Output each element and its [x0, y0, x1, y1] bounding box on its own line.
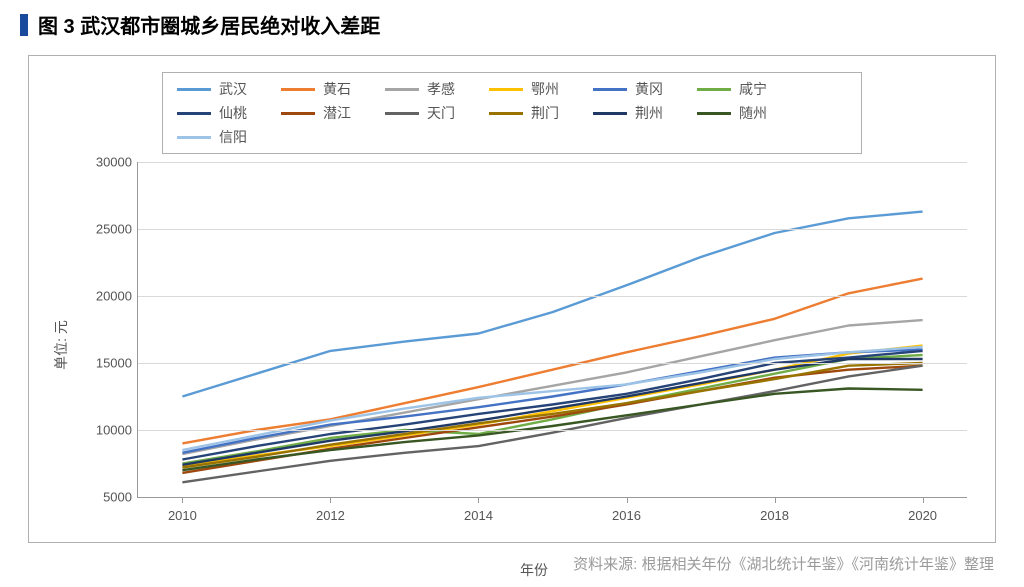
legend-item: 孝感 [385, 79, 455, 99]
legend-label: 黄冈 [635, 79, 663, 99]
x-axis-label: 年份 [520, 560, 548, 580]
legend-label: 咸宁 [739, 79, 767, 99]
legend-label: 黄石 [323, 79, 351, 99]
y-tick-label: 5000 [86, 490, 132, 505]
legend-item: 黄石 [281, 79, 351, 99]
chart-container: 武汉黄石孝感鄂州黄冈咸宁仙桃潜江天门荆门荆州随州信阳 单位: 元 5000100… [28, 55, 996, 543]
x-tick [627, 497, 628, 503]
legend-item: 潜江 [281, 103, 351, 123]
y-tick-label: 10000 [86, 423, 132, 438]
legend: 武汉 黄石 孝感 鄂州 黄冈 咸宁仙桃 潜江 天门 荆门 荆州 随州信阳 [162, 72, 862, 154]
title-accent-marker [20, 14, 28, 36]
plot-wrap: 单位: 元 5000100001500020000250003000020102… [101, 162, 967, 528]
series-line [182, 320, 922, 454]
legend-item: 随州 [697, 103, 767, 123]
legend-item: 鄂州 [489, 79, 559, 99]
legend-swatch [697, 88, 731, 91]
plot-area: 5000100001500020000250003000020102012201… [137, 162, 967, 498]
y-tick-label: 25000 [86, 222, 132, 237]
series-line [182, 363, 922, 468]
gridline [138, 363, 967, 364]
gridline [138, 296, 967, 297]
gridline [138, 430, 967, 431]
legend-item: 荆州 [593, 103, 663, 123]
x-tick [182, 497, 183, 503]
legend-swatch [177, 136, 211, 139]
x-tick-label: 2010 [168, 508, 197, 523]
gridline [138, 229, 967, 230]
legend-label: 武汉 [219, 79, 247, 99]
y-tick-label: 30000 [86, 155, 132, 170]
legend-label: 信阳 [219, 127, 247, 147]
legend-swatch [385, 88, 419, 91]
legend-item: 荆门 [489, 103, 559, 123]
y-tick-label: 20000 [86, 289, 132, 304]
legend-item: 仙桃 [177, 103, 247, 123]
legend-swatch [177, 88, 211, 91]
y-tick-label: 15000 [86, 356, 132, 371]
legend-label: 荆门 [531, 103, 559, 123]
legend-item: 咸宁 [697, 79, 767, 99]
x-tick-label: 2018 [760, 508, 789, 523]
legend-item: 天门 [385, 103, 455, 123]
legend-label: 随州 [739, 103, 767, 123]
legend-swatch [489, 112, 523, 115]
x-tick [478, 497, 479, 503]
x-tick-label: 2014 [464, 508, 493, 523]
legend-swatch [593, 112, 627, 115]
legend-label: 仙桃 [219, 103, 247, 123]
x-tick [923, 497, 924, 503]
figure-title-bar: 图 3 武汉都市圈城乡居民绝对收入差距 [0, 0, 1024, 47]
legend-item: 武汉 [177, 79, 247, 99]
legend-swatch [281, 88, 315, 91]
x-tick-label: 2020 [908, 508, 937, 523]
legend-label: 鄂州 [531, 79, 559, 99]
y-axis-label: 单位: 元 [51, 320, 71, 370]
legend-swatch [489, 88, 523, 91]
legend-item: 信阳 [177, 127, 247, 147]
source-note: 资料来源: 根据相关年份《湖北统计年鉴》《河南统计年鉴》整理 [0, 543, 1024, 574]
x-tick-label: 2012 [316, 508, 345, 523]
legend-label: 孝感 [427, 79, 455, 99]
line-layer [138, 162, 967, 497]
gridline [138, 162, 967, 163]
legend-item: 黄冈 [593, 79, 663, 99]
legend-swatch [385, 112, 419, 115]
x-tick [330, 497, 331, 503]
legend-swatch [177, 112, 211, 115]
legend-label: 潜江 [323, 103, 351, 123]
legend-swatch [697, 112, 731, 115]
x-tick [775, 497, 776, 503]
x-tick-label: 2016 [612, 508, 641, 523]
legend-label: 荆州 [635, 103, 663, 123]
figure-title: 图 3 武汉都市圈城乡居民绝对收入差距 [38, 10, 380, 39]
legend-label: 天门 [427, 103, 455, 123]
legend-swatch [281, 112, 315, 115]
legend-swatch [593, 88, 627, 91]
